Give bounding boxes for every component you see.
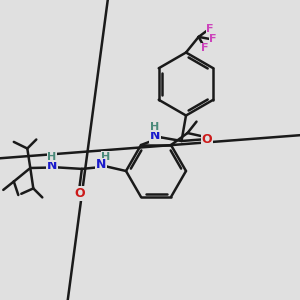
Text: H: H <box>101 152 110 162</box>
Text: F: F <box>202 43 209 53</box>
Text: N: N <box>47 159 57 172</box>
Text: H: H <box>150 122 159 132</box>
Text: O: O <box>74 187 85 200</box>
Text: H: H <box>47 152 56 162</box>
Text: F: F <box>206 23 214 34</box>
Text: O: O <box>202 133 212 146</box>
Text: F: F <box>209 34 217 44</box>
Text: N: N <box>150 129 160 142</box>
Text: N: N <box>96 158 106 172</box>
